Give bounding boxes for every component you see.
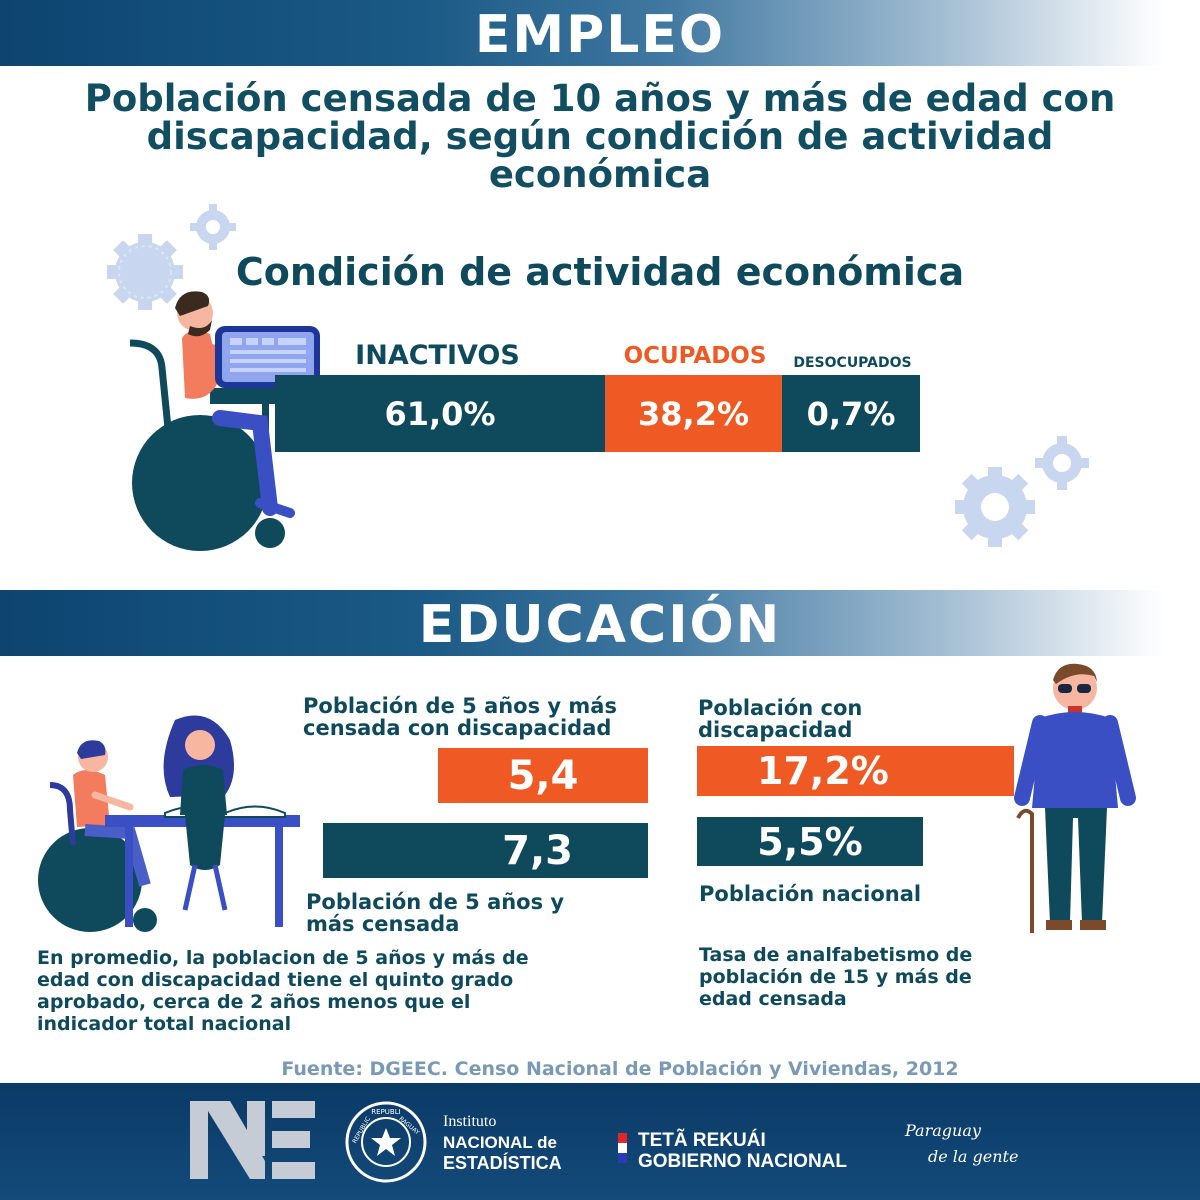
years-total-label: Población de 5 años y más censada (306, 890, 565, 936)
illiteracy-disability-label: Población con discapacidad (698, 696, 863, 742)
gov-line2: GOBIERNO NACIONAL (638, 1151, 847, 1172)
bar-value-ocupados: 38,2% (637, 394, 749, 433)
bar-value-desocupados: 0,7% (806, 394, 896, 433)
gears-icon (107, 204, 236, 310)
bar-value-inactivos: 61,0% (384, 394, 496, 433)
institute-line1: Instituto (443, 1113, 497, 1130)
main-title: Población censada de 10 años y más de ed… (84, 77, 1116, 196)
banner-educacion (0, 590, 1200, 656)
seal-top-text: REPUBLI (371, 1108, 400, 1116)
footer: REPUBLI RAGUAY REPUBLIC Instituto NACION… (0, 1083, 1200, 1200)
students-desk-icon (38, 715, 300, 932)
value-years-total: 7,3 (502, 827, 573, 874)
employment-section-title: Condición de actividad económica (235, 250, 965, 294)
institute-line2: NACIONAL de (443, 1133, 557, 1152)
gears-icon-right (955, 436, 1089, 547)
illiteracy-note: Tasa de analfabetismo de población de 15… (699, 944, 973, 1010)
bar-illiteracy-national: 5,5% (697, 817, 923, 866)
banner-empleo-title: EMPLEO (474, 5, 726, 65)
years-disability-label: Población de 5 años y más censada con di… (303, 694, 617, 740)
institute-line3: ESTADÍSTICA (443, 1153, 562, 1173)
bar-years-total: 7,3 (323, 823, 648, 878)
bar-years-disability: 5,4 (438, 748, 648, 803)
wheelchair-user-computer-icon (129, 291, 320, 551)
source-note: Fuente: DGEEC. Censo Nacional de Poblaci… (281, 1058, 959, 1080)
bar-segment-inactivos: 61,0% (275, 375, 605, 452)
flag-icon (618, 1133, 627, 1163)
slogan-line2: de la gente (928, 1147, 1019, 1166)
segment-label-desocupados: DESOCUPADOS (793, 355, 912, 371)
value-illiteracy-disability: 17,2% (757, 749, 889, 793)
banner-educacion-title: EDUCACIÓN (418, 595, 782, 655)
value-illiteracy-national: 5,5% (757, 819, 863, 864)
slogan-line1: Paraguay (905, 1121, 981, 1140)
elderly-man-cane-icon (1014, 663, 1136, 933)
gov-line1: TETÃ REKUÁI (638, 1130, 766, 1151)
segment-label-inactivos: INACTIVOS (355, 340, 520, 371)
national-seal-icon: REPUBLI RAGUAY REPUBLIC (345, 1101, 427, 1183)
bar-segment-ocupados: 38,2% (605, 375, 782, 452)
segment-label-ocupados: OCUPADOS (623, 343, 767, 369)
banner-empleo (0, 0, 1200, 66)
years-note: En promedio, la poblacion de 5 años y má… (37, 947, 529, 1035)
bar-segment-desocupados: 0,7% (782, 375, 920, 452)
ine-logo-icon (190, 1101, 315, 1179)
value-years-disability: 5,4 (507, 752, 579, 799)
illiteracy-national-label: Población nacional (699, 882, 922, 906)
bar-illiteracy-disability: 17,2% (697, 746, 1014, 796)
